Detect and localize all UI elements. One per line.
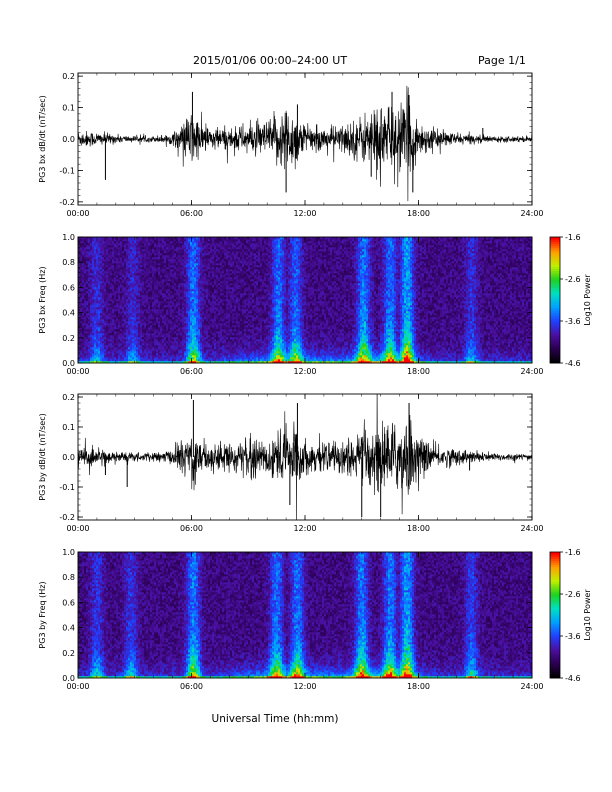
y-axis-label: PG3 bx dB/dt (nT/sec) xyxy=(38,95,47,182)
x-tick-label: 06:00 xyxy=(180,367,203,376)
colorbar: -1.6 -2.6 -3.6 -4.6 Log10 Power xyxy=(550,233,592,368)
x-tick-label: 24:00 xyxy=(520,524,543,533)
figure-canvas: -0.2 -0.1 0.0 0.1 0.2 00:00 06:00 12:00 18:00 24:… xyxy=(0,0,612,792)
spectrogram-cells xyxy=(78,237,532,363)
y-tick-label: 1.0 xyxy=(62,233,75,242)
y-tick-label: 0.1 xyxy=(62,423,75,432)
x-axis-title: Universal Time (hh:mm) xyxy=(212,713,339,725)
x-tick-label: 00:00 xyxy=(66,209,89,218)
y-axis-label: PG3 by dB/dt (nT/sec) xyxy=(38,413,47,500)
y-tick-label: 0.4 xyxy=(62,309,75,318)
colorbar-tick-label: -4.6 xyxy=(565,359,581,368)
plot-frame xyxy=(78,73,532,205)
x-tick-label: 06:00 xyxy=(180,682,203,691)
y-tick-label: 0.4 xyxy=(62,624,75,633)
x-tick-label: 06:00 xyxy=(180,524,203,533)
x-tick-label: 24:00 xyxy=(520,367,543,376)
y-tick-label: -0.1 xyxy=(59,483,75,492)
y-tick-label: 0.2 xyxy=(62,393,75,402)
x-tick-label: 24:00 xyxy=(520,682,543,691)
y-tick-label: 0.6 xyxy=(62,598,75,607)
colorbar-label: Log10 Power xyxy=(583,589,592,641)
y-tick-label: 0.0 xyxy=(62,453,75,462)
colorbar-tick-label: -3.6 xyxy=(565,317,581,326)
x-tick-label: 00:00 xyxy=(66,524,89,533)
x-tick-label: 00:00 xyxy=(66,682,89,691)
x-tick-label: 00:00 xyxy=(66,367,89,376)
spectrogram-cells xyxy=(78,552,532,678)
trace-line xyxy=(78,86,532,201)
trace-line xyxy=(78,379,532,526)
colorbar-tick-label: -1.6 xyxy=(565,233,581,242)
x-tick-label: 06:00 xyxy=(180,209,203,218)
colorbar-tick-label: -4.6 xyxy=(565,674,581,683)
y-tick-label: 0.2 xyxy=(62,72,75,81)
colorbar-label: Log10 Power xyxy=(583,274,592,326)
colorbar-tick-label: -3.6 xyxy=(565,632,581,641)
x-tick-label: 24:00 xyxy=(520,209,543,218)
x-tick-label: 18:00 xyxy=(407,367,430,376)
x-tick-label: 12:00 xyxy=(293,209,316,218)
y-tick-label: 1.0 xyxy=(62,548,75,557)
y-tick-label: 0.6 xyxy=(62,283,75,292)
colorbar-tick-label: -2.6 xyxy=(565,590,581,599)
x-tick-label: 18:00 xyxy=(407,524,430,533)
y-tick-label: 0.2 xyxy=(62,649,75,658)
y-tick-label: -0.2 xyxy=(59,513,75,522)
x-tick-label: 12:00 xyxy=(293,367,316,376)
y-tick-label: -0.2 xyxy=(59,198,75,207)
colorbar-tick-label: -2.6 xyxy=(565,275,581,284)
y-tick-label: 0.8 xyxy=(62,573,75,582)
y-axis-label: PG3 by Freq (Hz) xyxy=(38,581,47,648)
y-tick-label: 0.8 xyxy=(62,258,75,267)
y-tick-label: 0.0 xyxy=(62,135,75,144)
panel-3: -0.2 -0.1 0.0 0.1 0.2 00:00 06:00 12:00 18:00 24:… xyxy=(38,379,544,533)
colorbar: -1.6 -2.6 -3.6 -4.6 Log10 Power xyxy=(550,548,592,683)
x-tick-label: 18:00 xyxy=(407,209,430,218)
colorbar-tick-label: -1.6 xyxy=(565,548,581,557)
panel-1: -0.2 -0.1 0.0 0.1 0.2 00:00 06:00 12:00 18:00 24:… xyxy=(38,72,544,218)
x-tick-label: 12:00 xyxy=(293,682,316,691)
y-tick-label: 0.1 xyxy=(62,104,75,113)
y-tick-label: -0.1 xyxy=(59,166,75,175)
y-tick-label: 0.2 xyxy=(62,334,75,343)
x-tick-label: 18:00 xyxy=(407,682,430,691)
y-axis-label: PG3 bx Freq (Hz) xyxy=(38,266,47,333)
x-tick-label: 12:00 xyxy=(293,524,316,533)
